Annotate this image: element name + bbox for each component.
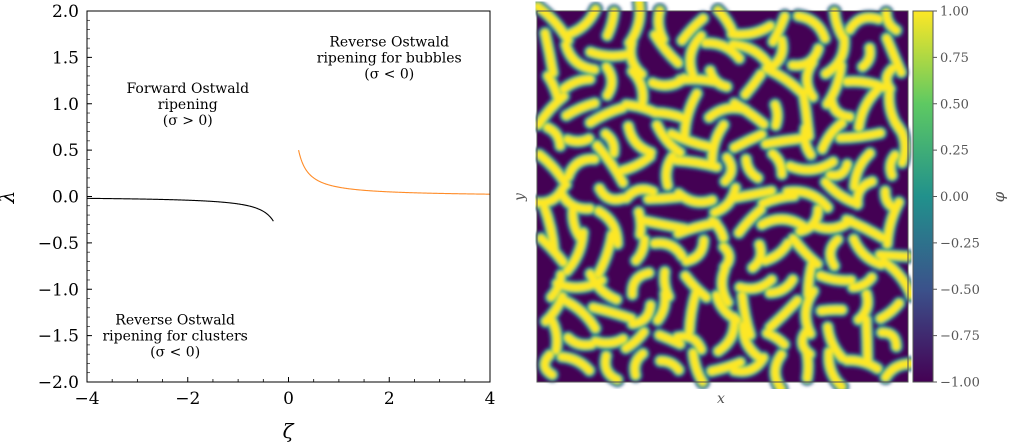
y-tick-label: −0.5 [38, 234, 79, 254]
colorbar-tick-label: −1.00 [940, 376, 980, 391]
y-tick-label: 2.0 [52, 2, 79, 22]
series-line-1 [298, 150, 490, 195]
y-tick-label: −1.5 [38, 327, 79, 347]
colorbar-tick-label: 0.00 [940, 190, 969, 205]
x-tick-label: 4 [485, 389, 496, 409]
colorbar-tick-label: 0.75 [940, 51, 969, 66]
y-tick-label: 1.0 [52, 95, 79, 115]
region-annotation-1: (σ < 0) [364, 66, 414, 82]
x-axis-label: ζ [283, 419, 295, 443]
y-tick-label: −2.0 [38, 373, 79, 393]
colorbar-tick-label: −0.75 [940, 329, 980, 344]
colorbar [912, 10, 934, 383]
region-annotation-0: (σ > 0) [163, 113, 213, 129]
colorbar-tick-label: −0.25 [940, 236, 980, 251]
series-line-0 [87, 197, 274, 222]
heatmap-frame [536, 10, 909, 383]
x-tick-label: −2 [175, 389, 200, 409]
region-annotation-2: Reverse Ostwald [115, 313, 235, 329]
heatmap-y-label: y [512, 192, 528, 202]
colorbar-tick-label: 0.25 [940, 144, 969, 159]
phase-diagram: −4 −2 0 2 4 −2.0−1.5−1.0−0.50.00.51.01.52.0 … [0, 2, 495, 443]
region-annotation-2: (σ < 0) [150, 345, 200, 361]
colorbar-tick-label: −0.50 [940, 283, 980, 298]
region-annotation-0: Forward Ostwald [126, 81, 249, 97]
phase-field-heatmap: x y −1.00 −0.75 −0.50 −0.25 0.00 0.25 0.50 0.75… [512, 0, 1008, 407]
y-tick-label: 0.5 [52, 141, 79, 161]
x-tick-label: 2 [384, 389, 395, 409]
y-axis-label: λ [0, 191, 19, 205]
region-annotation-1: ripening for bubbles [317, 50, 462, 66]
colorbar-label: φ [990, 191, 1008, 202]
y-tick-label: 0.0 [52, 188, 79, 208]
region-annotation-2: ripening for clusters [102, 329, 247, 345]
x-tick-label: 0 [283, 389, 294, 409]
y-tick-label: −1.0 [38, 280, 79, 300]
heatmap-x-label: x [717, 391, 725, 407]
heatmap-image [528, 0, 919, 397]
y-tick-label: 1.5 [52, 48, 79, 68]
region-annotation-0: ripening [158, 97, 218, 113]
colorbar-tick-label: 1.00 [940, 5, 969, 20]
x-tick-label: −4 [74, 389, 99, 409]
colorbar-tick-label: 0.50 [940, 97, 969, 112]
region-annotation-1: Reverse Ostwald [329, 34, 449, 50]
